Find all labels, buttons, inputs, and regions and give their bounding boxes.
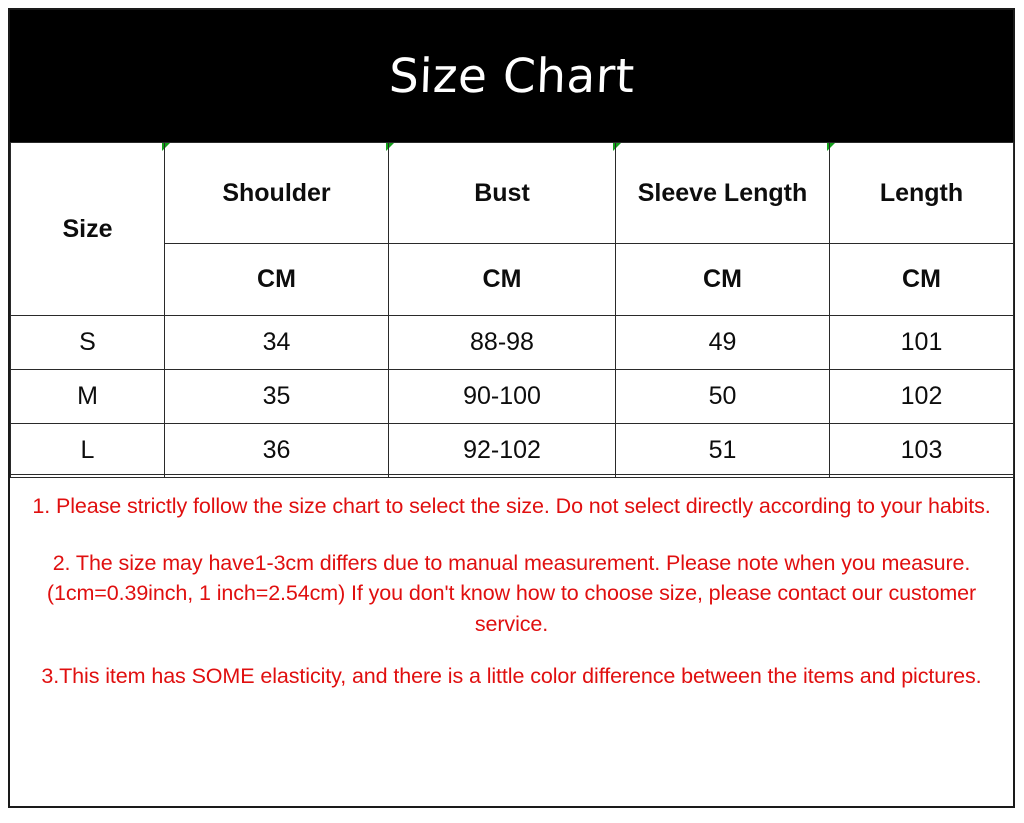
title-banner: Size Chart <box>10 10 1013 142</box>
cell-length: 101 <box>829 315 1014 370</box>
cell-sleeve-length: 49 <box>615 315 830 370</box>
column-header-size: Size <box>10 142 165 316</box>
column-header-sleeve-length: Sleeve Length <box>615 142 830 244</box>
unit-shoulder: CM <box>164 243 389 316</box>
unit-bust: CM <box>388 243 616 316</box>
note-item: 3.This item has SOME elasticity, and the… <box>41 664 982 689</box>
cell-shoulder: 36 <box>164 423 389 478</box>
cell-length: 103 <box>829 423 1014 478</box>
table-row: M 35 90-100 50 102 <box>10 369 1014 424</box>
size-measurements-table: Size Shoulder Bust Sleeve Length Length … <box>10 142 1014 478</box>
cell-size: S <box>10 315 165 370</box>
table-unit-row: CM CM CM CM <box>11 243 1014 316</box>
column-header-length: Length <box>829 142 1014 244</box>
unit-sleeve-length: CM <box>615 243 830 316</box>
table-row: S 34 88-98 49 101 <box>10 315 1014 370</box>
table-header-row: Size Shoulder Bust Sleeve Length Length <box>10 142 1014 316</box>
table-row: L 36 92-102 51 103 <box>10 423 1014 478</box>
column-header-bust: Bust <box>388 142 616 244</box>
size-chart-frame: Size Chart Size Shoulder Bust Sleeve Len… <box>8 8 1015 808</box>
cell-bust: 88-98 <box>388 315 616 370</box>
note-item: 1. Please strictly follow the size chart… <box>32 494 991 518</box>
cell-bust: 90-100 <box>388 369 616 424</box>
unit-length: CM <box>829 243 1014 316</box>
cell-size: L <box>10 423 165 478</box>
cell-size: M <box>10 369 165 424</box>
cell-sleeve-length: 51 <box>615 423 830 478</box>
cell-shoulder: 34 <box>164 315 389 370</box>
column-header-shoulder: Shoulder <box>164 142 389 244</box>
cell-sleeve-length: 50 <box>615 369 830 424</box>
notes-section: 1. Please strictly follow the size chart… <box>10 474 1013 692</box>
page-title: Size Chart <box>387 48 636 104</box>
note-item: 2. The size may have1-3cm differs due to… <box>46 550 977 636</box>
cell-length: 102 <box>829 369 1014 424</box>
cell-shoulder: 35 <box>164 369 389 424</box>
cell-bust: 92-102 <box>388 423 616 478</box>
